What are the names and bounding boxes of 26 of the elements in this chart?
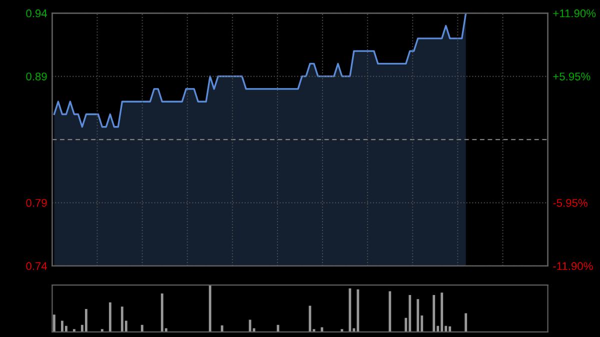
bar	[160, 294, 164, 332]
y2-tick-label: +5.95%	[553, 72, 590, 80]
bar	[120, 306, 124, 332]
bar	[388, 291, 392, 332]
bar	[140, 324, 144, 332]
bar	[440, 292, 444, 332]
bar	[416, 299, 420, 332]
bar	[220, 325, 224, 332]
bar	[408, 294, 412, 332]
bar	[108, 302, 112, 332]
bar	[208, 285, 212, 332]
bar	[53, 314, 56, 332]
bar	[432, 294, 436, 332]
bar	[84, 308, 88, 332]
y2-tick-label: -11.90%	[553, 262, 593, 270]
y-tick-label: 0.94	[26, 9, 48, 18]
bar	[448, 326, 452, 332]
y2-tick-label: -5.95%	[553, 198, 588, 207]
bar	[60, 320, 64, 332]
y-tick-label: 0.74	[26, 262, 48, 270]
bar	[100, 329, 104, 332]
y2-tick-label: +11.90%	[553, 9, 596, 18]
bar	[72, 329, 76, 332]
y-tick-label: 0.79	[26, 198, 47, 207]
y-tick-label: 0.89	[26, 72, 47, 80]
bar	[464, 313, 468, 332]
